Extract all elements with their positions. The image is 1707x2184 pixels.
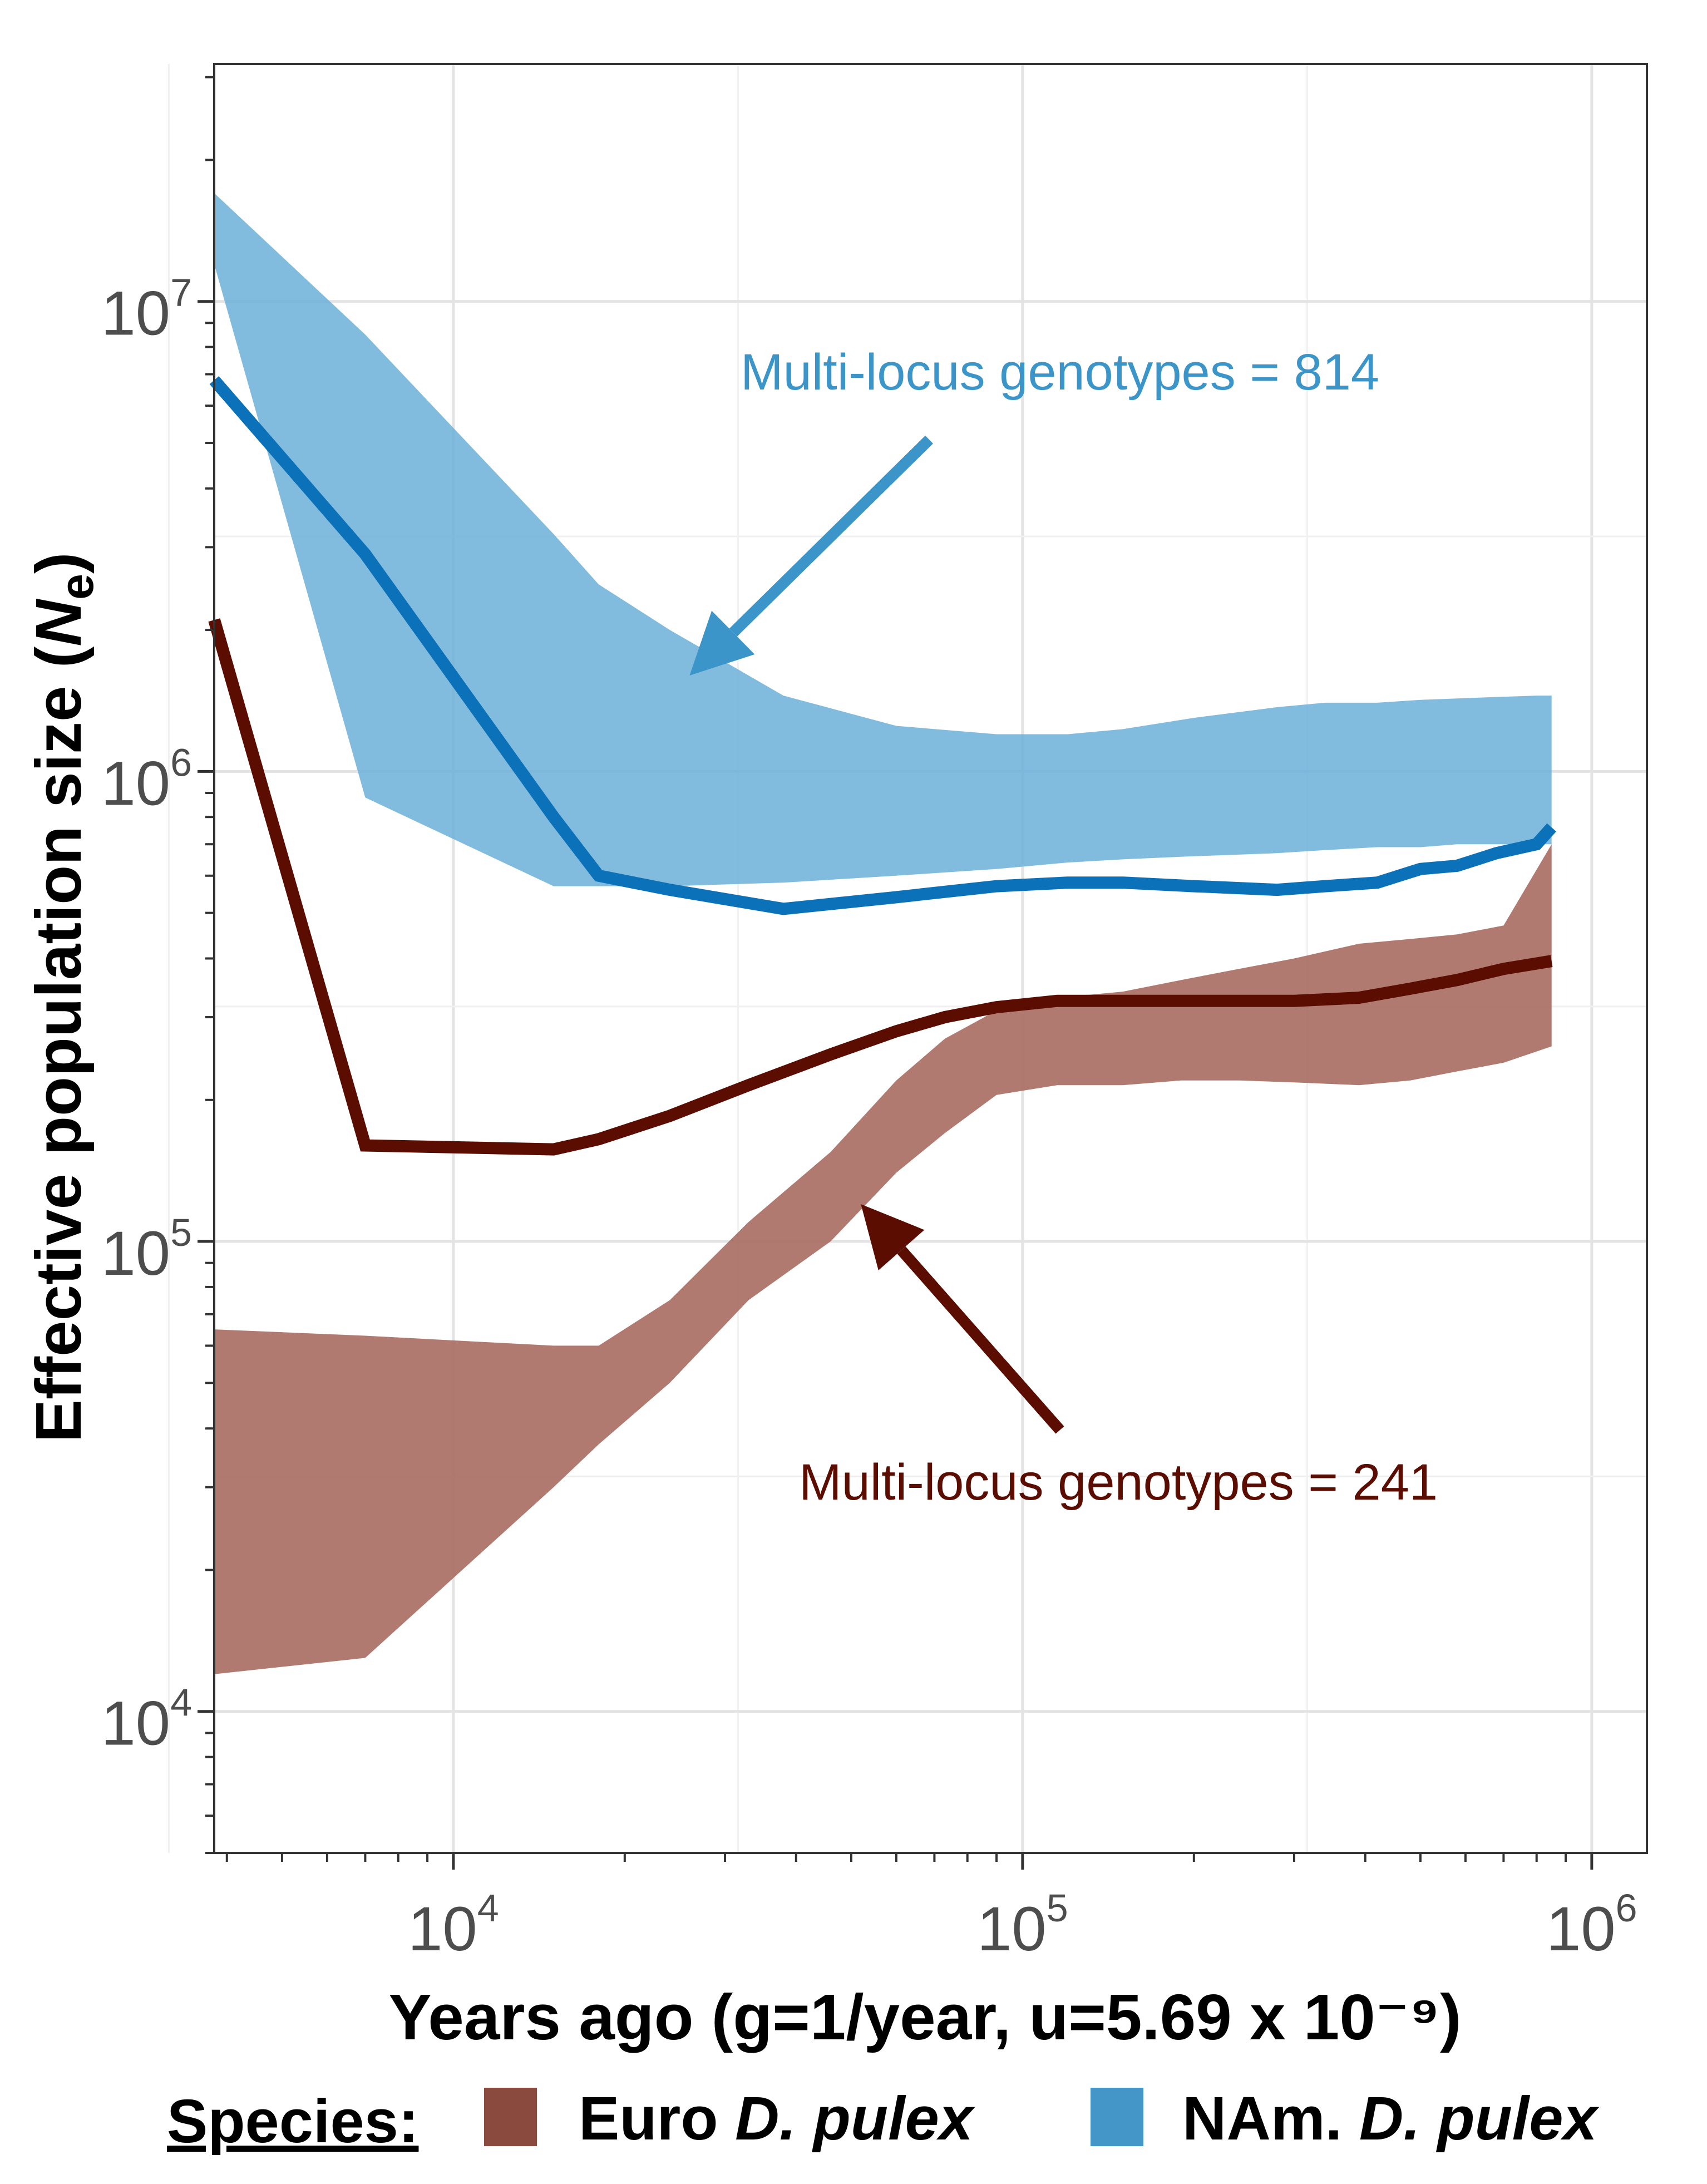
median-lines <box>208 376 1556 1156</box>
x-tick-exponent: 5 <box>1047 1886 1068 1930</box>
annotation-arrow-shaft <box>729 435 934 637</box>
annotation-arrow-shaft <box>897 1246 1064 1434</box>
y-axis-title: Effective population size (Ne) <box>22 553 103 1443</box>
y-tick-exponent: 7 <box>170 271 192 314</box>
x-tick-base: 10 <box>1546 1894 1616 1964</box>
y-tick-base: 10 <box>101 748 170 818</box>
y-tick-exponent: 5 <box>170 1211 192 1254</box>
x-tick-base: 10 <box>408 1894 477 1964</box>
legend-swatch-euro <box>484 2088 537 2146</box>
legend-swatch-nam <box>1091 2088 1143 2146</box>
annotation-label: Multi-locus genotypes = 814 <box>741 344 1379 401</box>
x-tick-base: 10 <box>977 1894 1047 1964</box>
y-tick-base: 10 <box>101 1689 170 1758</box>
y-axis-title-main: Effective population size ( <box>22 646 95 1442</box>
y-tick-label: 106 <box>101 741 192 818</box>
y-tick-base: 10 <box>101 1219 170 1288</box>
median-line-nam <box>209 376 1556 915</box>
legend-title: Species: <box>167 2087 418 2156</box>
legend-label-nam: NAm. D. pulex <box>1182 2084 1599 2153</box>
y-tick-label: 105 <box>101 1211 192 1288</box>
legend-label-nam-plain: NAm. <box>1182 2084 1359 2153</box>
legend: Species: Euro D. pulex NAm. D. pulex <box>167 2084 1599 2156</box>
band-nam <box>214 193 1552 886</box>
annotation-arrow-head <box>689 610 755 676</box>
y-axis-title-close: ) <box>22 553 95 574</box>
legend-label-euro-plain: Euro <box>579 2084 735 2153</box>
y-tick-exponent: 4 <box>170 1681 192 1724</box>
x-tick-exponent: 6 <box>1616 1886 1637 1930</box>
y-axis-title-subscript: e <box>51 574 103 600</box>
annotations: Multi-locus genotypes = 814 Multi-locus g… <box>689 344 1438 1511</box>
x-axis-title: Years ago (g=1/year, u=5.69 x 10⁻⁹) <box>388 1981 1461 2053</box>
y-tick-base: 10 <box>101 279 170 348</box>
median-line-euro <box>208 618 1553 1156</box>
annotation-arrow-head <box>861 1204 925 1271</box>
x-tick-label: 104 <box>408 1886 499 1964</box>
x-tick-exponent: 4 <box>477 1886 499 1930</box>
y-tick-exponent: 6 <box>170 741 192 784</box>
y-axis-title-variable: N <box>22 599 95 647</box>
y-tick-label: 107 <box>101 271 192 348</box>
confidence-bands <box>214 193 1552 1674</box>
legend-label-euro-italic: D. pulex <box>735 2084 975 2153</box>
band-euro <box>214 844 1552 1674</box>
legend-label-euro: Euro D. pulex <box>579 2084 975 2153</box>
x-tick-label: 106 <box>1546 1886 1637 1964</box>
y-tick-label: 104 <box>101 1681 192 1758</box>
x-tick-label: 105 <box>977 1886 1068 1964</box>
legend-label-nam-italic: D. pulex <box>1359 2084 1600 2153</box>
annotation-label: Multi-locus genotypes = 241 <box>799 1454 1438 1511</box>
